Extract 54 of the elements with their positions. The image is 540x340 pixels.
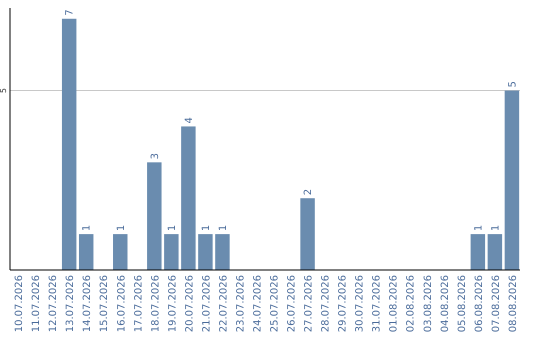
data-label: 4 (184, 117, 195, 124)
data-label: 3 (150, 152, 161, 160)
x-tick-label: 10.07.2026 (14, 275, 26, 332)
data-label: 7 (64, 9, 76, 16)
x-tick-label: 07.08.2026 (490, 275, 502, 332)
x-tick-label: 23.07.2026 (235, 275, 246, 332)
bar (62, 18, 76, 270)
data-label: 1 (200, 224, 212, 232)
x-tick-label: 04.08.2026 (440, 275, 451, 332)
x-tick-label: 26.07.2026 (286, 275, 298, 332)
x-tick-label: 27.07.2026 (304, 275, 315, 332)
bar (113, 234, 128, 270)
data-label: 2 (303, 188, 314, 196)
x-tick-label: 20.07.2026 (184, 275, 196, 332)
x-tick-label: 03.08.2026 (422, 275, 434, 332)
x-tick-label: 08.08.2026 (508, 275, 519, 332)
x-tick-label: 31.07.2026 (372, 275, 383, 332)
data-label: 1 (116, 224, 127, 232)
bar (215, 234, 230, 270)
bar (147, 162, 162, 270)
x-tick-label: 02.08.2026 (406, 275, 417, 332)
bar (181, 126, 196, 270)
x-tick-label: 25.07.2026 (270, 275, 281, 332)
x-tick-label: 14.07.2026 (82, 275, 94, 332)
bar (470, 234, 486, 270)
x-tick-label: 11.07.2026 (31, 275, 42, 332)
data-label: 1 (82, 224, 93, 232)
x-tick-label: 05.08.2026 (456, 275, 468, 332)
bar (300, 198, 315, 270)
x-tick-label: 06.08.2026 (474, 275, 485, 332)
x-tick-label: 29.07.2026 (338, 275, 349, 332)
bar (198, 234, 213, 270)
bar (504, 90, 520, 270)
x-tick-label: 28.07.2026 (320, 275, 332, 332)
x-tick-label: 21.07.2026 (201, 275, 212, 332)
x-tick-label: 15.07.2026 (99, 275, 110, 332)
data-label: 5 (507, 81, 518, 88)
bar (78, 234, 94, 270)
x-tick-label: 16.07.2026 (116, 275, 128, 332)
data-label: 1 (490, 224, 502, 232)
bar (164, 234, 179, 270)
x-tick-label: 17.07.2026 (133, 275, 144, 332)
x-tick-label: 13.07.2026 (65, 275, 76, 332)
x-tick-label: 24.07.2026 (252, 275, 264, 332)
data-label: 1 (473, 224, 484, 232)
x-tick-label: 01.08.2026 (388, 275, 400, 332)
data-label: 1 (166, 224, 178, 232)
x-tick-label: 30.07.2026 (354, 275, 366, 332)
x-tick-label: 18.07.2026 (150, 275, 162, 332)
x-tick-label: 12.07.2026 (48, 275, 60, 332)
x-tick-label: 19.07.2026 (167, 275, 178, 332)
x-tick-label: 22.07.2026 (218, 275, 230, 332)
bar (488, 234, 502, 270)
data-label: 1 (218, 224, 229, 232)
